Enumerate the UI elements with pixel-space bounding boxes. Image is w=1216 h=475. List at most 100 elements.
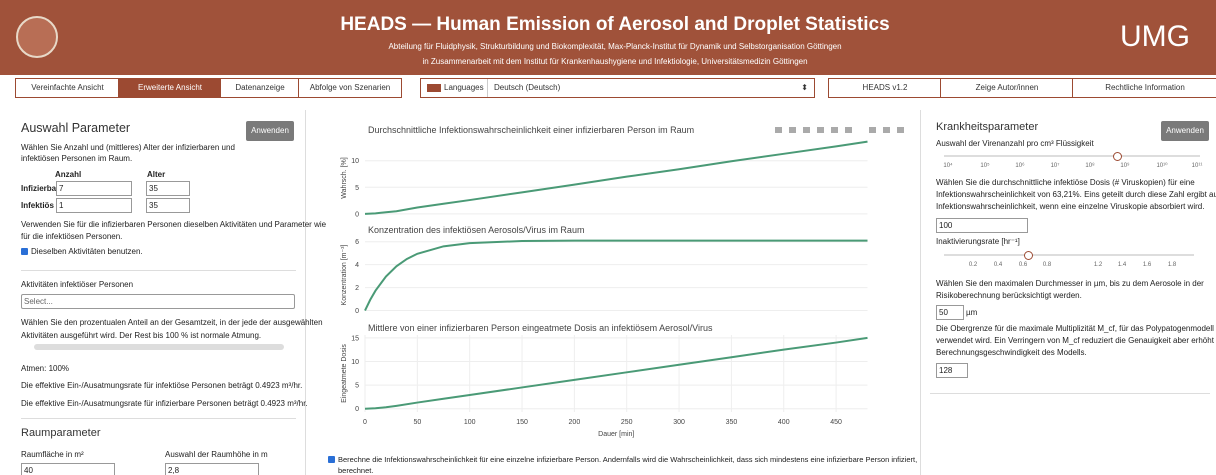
apply-button[interactable]: Anwenden (1161, 121, 1209, 141)
checkbox-label: berechnet. (338, 466, 374, 475)
label: Inaktivierungsrate [hr⁻¹] (936, 237, 1020, 246)
slider-knob[interactable] (1113, 152, 1122, 161)
separator (21, 418, 296, 419)
title: HEADS — Human Emission of Aerosol and Dr… (340, 14, 890, 35)
slider-tick: 10⁹ (1120, 163, 1130, 169)
label: Aktivitäten infektiöser Personen (21, 280, 134, 289)
y-tick-label: 0 (355, 211, 359, 218)
slider-tick: 10⁵ (980, 163, 990, 169)
checkbox-label: Berechne die Infektionswahrscheinlichkei… (338, 455, 918, 464)
x-tick-label: 150 (516, 419, 528, 426)
icon (427, 83, 441, 92)
y-tick-label: 10 (351, 359, 359, 366)
y-tick-label: 10 (351, 158, 359, 165)
checkbox[interactable] (21, 248, 28, 255)
y-axis-label: Konzentration [m⁻³] (341, 245, 348, 306)
header: HEADS — Human Emission of Aerosol and Dr… (0, 0, 1216, 75)
slider-tick: 1.8 (1167, 262, 1177, 268)
subtitle: Abteilung für Fluidphysik, Strukturbildu… (388, 42, 842, 51)
text: verwendet wird. Ein Verringern von M_cf … (936, 336, 1216, 345)
y-axis-label: Eingeatmete Dosis (341, 344, 348, 403)
chart-title: Mittlere von einer infizierbaren Person … (368, 323, 713, 333)
input[interactable]: 128 (936, 363, 968, 378)
x-tick-label: 100 (464, 419, 476, 426)
select[interactable]: Select... (21, 294, 295, 309)
separator (930, 393, 1210, 394)
row-label: Infektiös (21, 201, 54, 210)
nav-button[interactable]: HEADS v1.2 (828, 78, 942, 98)
y-tick-label: 0 (355, 406, 359, 413)
y-tick-label: 15 (351, 335, 359, 342)
input[interactable]: 7 (56, 181, 132, 196)
icon (775, 127, 782, 133)
y-tick-label: 0 (355, 308, 359, 315)
input[interactable]: 2,8 (165, 463, 259, 475)
text: Berechnungsgeschwindigkeit des Modells. (936, 348, 1087, 357)
y-tick-label: 4 (355, 262, 359, 269)
value: Deutsch (Deutsch) (487, 79, 560, 97)
text: Wählen Sie die durchschnittliche infekti… (936, 178, 1195, 187)
tab[interactable]: Erweiterte Ansicht (118, 78, 222, 98)
chart-title: Konzentration des infektiösen Aerosols/V… (368, 225, 584, 235)
y-tick-label: 6 (355, 239, 359, 246)
input[interactable]: 1 (56, 198, 132, 213)
icon (869, 127, 876, 133)
slider[interactable] (34, 344, 284, 350)
slider-tick: 10¹⁰ (1156, 163, 1168, 169)
text: Risikoberechnung berücksichtigt werden. (936, 291, 1082, 300)
line-series (364, 336, 868, 410)
row-label: Infizierbar (21, 184, 60, 193)
slider-tick: 0.6 (1018, 262, 1028, 268)
y-axis-label: Wahrsch. [%] (341, 157, 348, 198)
slider-tick: 10⁴ (943, 163, 953, 169)
x-tick-label: 400 (778, 419, 790, 426)
text: Infektionswahrscheinlichkeit, wenn eine … (936, 202, 1205, 211)
y-tick-label: 5 (355, 383, 359, 390)
heading: Auswahl Parameter (21, 121, 131, 135)
plot-toolbar (775, 127, 904, 133)
input[interactable]: 40 (21, 463, 115, 475)
y-tick-label: 2 (355, 285, 359, 292)
slider-track (944, 254, 1194, 256)
tab[interactable]: Vereinfachte Ansicht (15, 78, 120, 98)
unit: µm (966, 308, 978, 317)
x-tick-label: 50 (413, 419, 421, 426)
text: Die effektive Ein-/Ausatmungsrate für in… (21, 381, 303, 390)
slider-tick: 10⁷ (1050, 163, 1060, 169)
slider-tick: 1.4 (1117, 262, 1127, 268)
icon (897, 127, 904, 133)
checkbox[interactable] (328, 456, 335, 463)
slider-knob[interactable] (1024, 251, 1033, 260)
text: Die effektive Ein-/Ausatmungsrate für in… (21, 399, 308, 408)
slider-tick: 1.6 (1142, 262, 1152, 268)
tab[interactable]: Datenanzeige (220, 78, 300, 98)
label: Raumfläche in m² (21, 450, 84, 459)
input[interactable]: 100 (936, 218, 1028, 233)
nav-button[interactable]: Rechtliche Information (1072, 78, 1216, 98)
icon (817, 127, 824, 133)
input[interactable]: 50 (936, 305, 964, 320)
checkbox-label: Dieselben Aktivitäten benutzen. (31, 247, 143, 256)
subtitle: in Zusammenarbeit mit dem Institut für K… (422, 57, 808, 66)
slider-tick: 0.4 (993, 262, 1003, 268)
slider-tick: 10¹¹ (1191, 163, 1203, 169)
line-series (364, 140, 868, 215)
slider-tick: 10⁶ (1015, 163, 1025, 169)
text: für die infektiösen Personen. (21, 232, 123, 241)
col-label: Alter (147, 170, 166, 179)
apply-button[interactable]: Anwenden (246, 121, 294, 141)
tab[interactable]: Abfolge von Szenarien (298, 78, 402, 98)
line-series (364, 239, 868, 311)
text: Wählen Sie den maximalen Durchmesser in … (936, 279, 1204, 288)
icon (831, 127, 838, 133)
slider-tick: 10⁸ (1085, 163, 1095, 169)
input[interactable]: 35 (146, 181, 190, 196)
text: infektiösen Personen im Raum. (21, 154, 133, 163)
input[interactable]: 35 (146, 198, 190, 213)
language-select[interactable]: Languages Deutsch (Deutsch) ⬍ (420, 78, 815, 98)
x-tick-label: 250 (621, 419, 633, 426)
nav-button[interactable]: Zeige Autor/innen (940, 78, 1074, 98)
x-tick-label: 350 (726, 419, 738, 426)
divider (305, 110, 306, 475)
